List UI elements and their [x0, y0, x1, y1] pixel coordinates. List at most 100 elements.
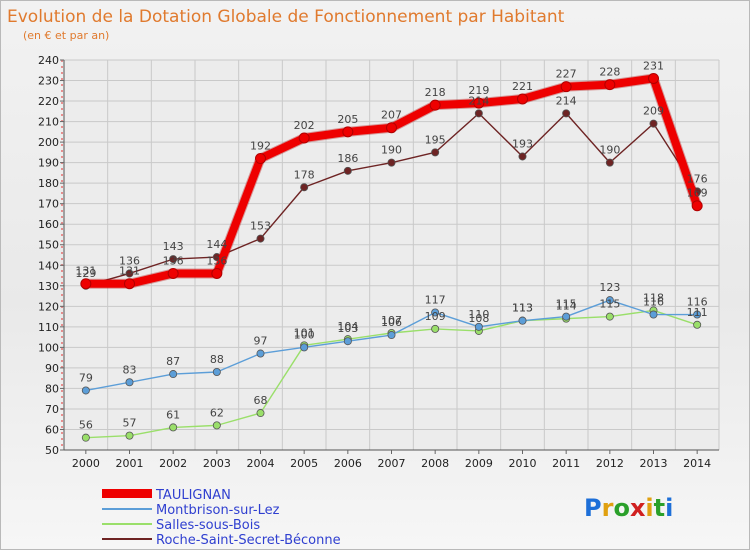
xtick-label-2014: 2014 [683, 457, 711, 470]
xtick-label-2009: 2009 [465, 457, 493, 470]
data-label-roche-saint-secret-beconne-2001: 136 [119, 254, 140, 267]
ytick-label-100: 100 [38, 341, 59, 354]
ytick-label-140: 140 [38, 259, 59, 272]
data-label-montbrison-sur-lez-2005: 100 [294, 328, 315, 341]
data-label-roche-saint-secret-beconne-2011: 214 [556, 94, 577, 107]
data-label-salles-sous-bois-2014: 111 [687, 306, 708, 319]
point-roche-saint-secret-beconne-2006 [343, 166, 352, 175]
data-label-salles-sous-bois-2011: 114 [556, 300, 577, 313]
data-label-taulignan-2010: 221 [512, 80, 533, 93]
data-label-taulignan-2012: 228 [599, 66, 620, 79]
proxiti-logo: Proxiti [584, 494, 673, 522]
point-montbrison-sur-lez-2012 [605, 296, 614, 305]
data-label-salles-sous-bois-2006: 104 [337, 320, 358, 333]
xtick-label-2000: 2000 [72, 457, 100, 470]
data-label-montbrison-sur-lez-2012: 123 [599, 281, 620, 294]
data-label-taulignan-2011: 227 [556, 68, 577, 81]
point-montbrison-sur-lez-2003 [212, 367, 221, 376]
point-taulignan-2011 [560, 81, 572, 93]
ytick-label-220: 220 [38, 95, 59, 108]
logo-letter: t [654, 494, 665, 522]
point-roche-saint-secret-beconne-2001 [125, 269, 134, 278]
point-taulignan-2007 [386, 122, 397, 134]
data-label-salles-sous-bois-2007: 107 [381, 314, 402, 327]
data-label-salles-sous-bois-2009: 108 [468, 312, 489, 325]
data-label-montbrison-sur-lez-2003: 88 [210, 353, 224, 366]
xtick-label-2002: 2002 [159, 457, 187, 470]
point-taulignan-2012 [604, 79, 616, 91]
ytick-label-190: 190 [38, 157, 59, 170]
data-label-roche-saint-secret-beconne-2010: 193 [512, 137, 533, 150]
data-label-salles-sous-bois-2005: 101 [294, 326, 315, 339]
ytick-label-120: 120 [38, 300, 59, 313]
data-label-roche-saint-secret-beconne-2009: 214 [468, 94, 489, 107]
point-roche-saint-secret-beconne-2013 [649, 119, 658, 128]
data-label-roche-saint-secret-beconne-2006: 186 [337, 152, 358, 165]
logo-letter: x [630, 494, 646, 522]
data-label-montbrison-sur-lez-2001: 83 [123, 363, 137, 376]
point-roche-saint-secret-beconne-2007 [387, 158, 396, 167]
legend-label-roche-saint-secret-beconne: Roche-Saint-Secret-Béconne [156, 533, 341, 548]
point-taulignan-2006 [342, 126, 354, 138]
data-label-salles-sous-bois-2000: 56 [79, 419, 93, 432]
x-axis-ticks: 2000 2001 2002 2003 2004 2005 2006 2007 2008 2009… [72, 450, 711, 470]
point-montbrison-sur-lez-2011 [562, 312, 571, 321]
point-montbrison-sur-lez-2007 [387, 331, 396, 340]
xtick-label-2004: 2004 [247, 457, 275, 470]
point-roche-saint-secret-beconne-2009 [474, 109, 483, 118]
ytick-label-50: 50 [45, 444, 59, 457]
ytick-label-210: 210 [38, 116, 59, 129]
data-label-taulignan-2003: 136 [206, 254, 227, 267]
data-label-taulignan-2000: 131 [75, 265, 96, 278]
data-label-roche-saint-secret-beconne-2002: 143 [163, 240, 184, 253]
point-montbrison-sur-lez-2008 [431, 308, 440, 317]
data-label-roche-saint-secret-beconne-2008: 195 [425, 133, 446, 146]
point-montbrison-sur-lez-2006 [343, 337, 352, 346]
legend-label-montbrison-sur-lez: Montbrison-sur-Lez [156, 503, 280, 518]
point-montbrison-sur-lez-2002 [169, 370, 178, 379]
legend: TAULIGNANMontbrison-sur-LezSalles-sous-B… [102, 488, 341, 548]
point-montbrison-sur-lez-2000 [81, 386, 90, 395]
xtick-label-2001: 2001 [116, 457, 144, 470]
point-salles-sous-bois-2002 [169, 423, 178, 432]
data-label-salles-sous-bois-2010: 113 [512, 302, 533, 315]
point-salles-sous-bois-2014 [693, 320, 702, 329]
data-label-taulignan-2005: 202 [294, 119, 315, 132]
point-taulignan-2014 [691, 200, 703, 212]
ytick-label-70: 70 [45, 403, 59, 416]
point-salles-sous-bois-2012 [605, 312, 614, 321]
xtick-label-2011: 2011 [552, 457, 580, 470]
legend-swatch-taulignan [102, 489, 152, 498]
data-label-montbrison-sur-lez-2000: 79 [79, 371, 93, 384]
point-taulignan-2009 [473, 97, 485, 109]
series-layer [80, 72, 703, 442]
point-roche-saint-secret-beconne-2004 [256, 234, 265, 243]
legend-label-taulignan: TAULIGNAN [155, 488, 231, 503]
chart-subtitle: (en € et par an) [23, 29, 109, 42]
data-label-roche-saint-secret-beconne-2007: 190 [381, 144, 402, 157]
point-taulignan-2005 [298, 132, 310, 144]
data-label-taulignan-2004: 192 [250, 140, 271, 153]
point-montbrison-sur-lez-2013 [649, 310, 658, 319]
data-label-roche-saint-secret-beconne-2000: 129 [75, 267, 96, 280]
xtick-label-2010: 2010 [509, 457, 537, 470]
data-label-salles-sous-bois-2001: 57 [123, 417, 137, 430]
logo-letter: i [645, 494, 653, 522]
data-label-montbrison-sur-lez-2014: 116 [687, 296, 708, 309]
point-roche-saint-secret-beconne-2005 [300, 183, 309, 192]
data-label-montbrison-sur-lez-2010: 113 [512, 302, 533, 315]
ytick-label-150: 150 [38, 239, 59, 252]
data-label-montbrison-sur-lez-2004: 97 [254, 335, 268, 348]
data-label-roche-saint-secret-beconne-2013: 209 [643, 105, 664, 118]
data-label-taulignan-2014: 169 [687, 187, 708, 200]
ytick-label-130: 130 [38, 280, 59, 293]
ytick-label-110: 110 [38, 321, 59, 334]
data-label-montbrison-sur-lez-2011: 115 [556, 298, 577, 311]
point-salles-sous-bois-2000 [81, 433, 90, 442]
data-label-roche-saint-secret-beconne-2003: 144 [206, 238, 227, 251]
data-label-montbrison-sur-lez-2007: 106 [381, 316, 402, 329]
data-label-montbrison-sur-lez-2006: 103 [337, 322, 358, 335]
ytick-label-60: 60 [45, 423, 59, 436]
point-salles-sous-bois-2008 [431, 324, 440, 333]
